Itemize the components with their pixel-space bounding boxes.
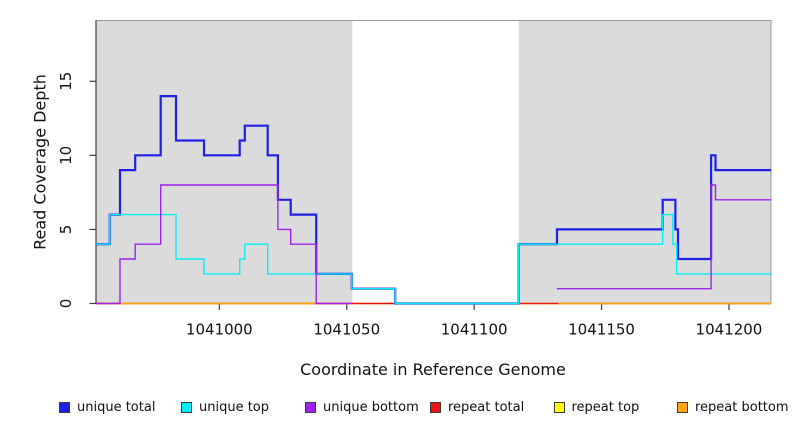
shaded-region (518, 20, 771, 304)
legend-swatch-unique-bottom (305, 402, 316, 413)
shaded-region (96, 20, 353, 304)
legend-label-unique-top: unique top (199, 400, 270, 415)
series-line-unique-top (96, 213, 771, 305)
legend-swatch-unique-total (59, 402, 70, 413)
legend-label-repeat-top: repeat top (571, 400, 640, 415)
legend-label-repeat-total: repeat total (448, 400, 525, 415)
y-tick-label: 0 (57, 299, 75, 309)
x-tick-label: 1041100 (441, 321, 508, 339)
legend-swatch-repeat-bottom (677, 402, 688, 413)
legend-label-unique-bottom: unique bottom (323, 400, 419, 415)
legend-item-repeat-top: repeat top (553, 400, 640, 415)
legend-swatch-unique-top (181, 402, 192, 413)
legend-swatch-repeat-top (553, 402, 565, 413)
y-axis-title: Read Coverage Depth (30, 74, 50, 250)
x-axis-title: Coordinate in Reference Genome (300, 360, 566, 379)
x-tick-label: 1041200 (696, 321, 763, 339)
series-line-unique-bottom (557, 184, 771, 290)
legend-item-unique-top: unique top (181, 400, 269, 415)
legend-swatch-repeat-total (430, 402, 441, 413)
legend-item-repeat-bottom: repeat bottom (677, 400, 789, 415)
coverage-chart: 1041000 1041050 1041100 1041150 1041200 0 5 10 1… (57, 20, 772, 339)
x-tick-label: 1041000 (186, 321, 253, 339)
x-tick-label: 1041050 (313, 321, 380, 339)
series-line-unique-bottom (96, 184, 353, 305)
legend-label-repeat-bottom: repeat bottom (695, 400, 789, 415)
legend-item-unique-bottom: unique bottom (305, 400, 419, 415)
series-line-unique-total (96, 95, 771, 305)
legend-item-repeat-total: repeat total (430, 400, 524, 415)
legend-label-unique-total: unique total (77, 400, 156, 415)
legend-item-unique-total: unique total (59, 400, 155, 415)
x-tick-label: 1041150 (568, 321, 635, 339)
y-tick-label: 15 (57, 72, 75, 91)
y-tick-label: 10 (57, 146, 75, 165)
y-tick-label: 5 (57, 225, 75, 235)
legend: unique total unique top unique bottom repea… (0, 400, 792, 418)
